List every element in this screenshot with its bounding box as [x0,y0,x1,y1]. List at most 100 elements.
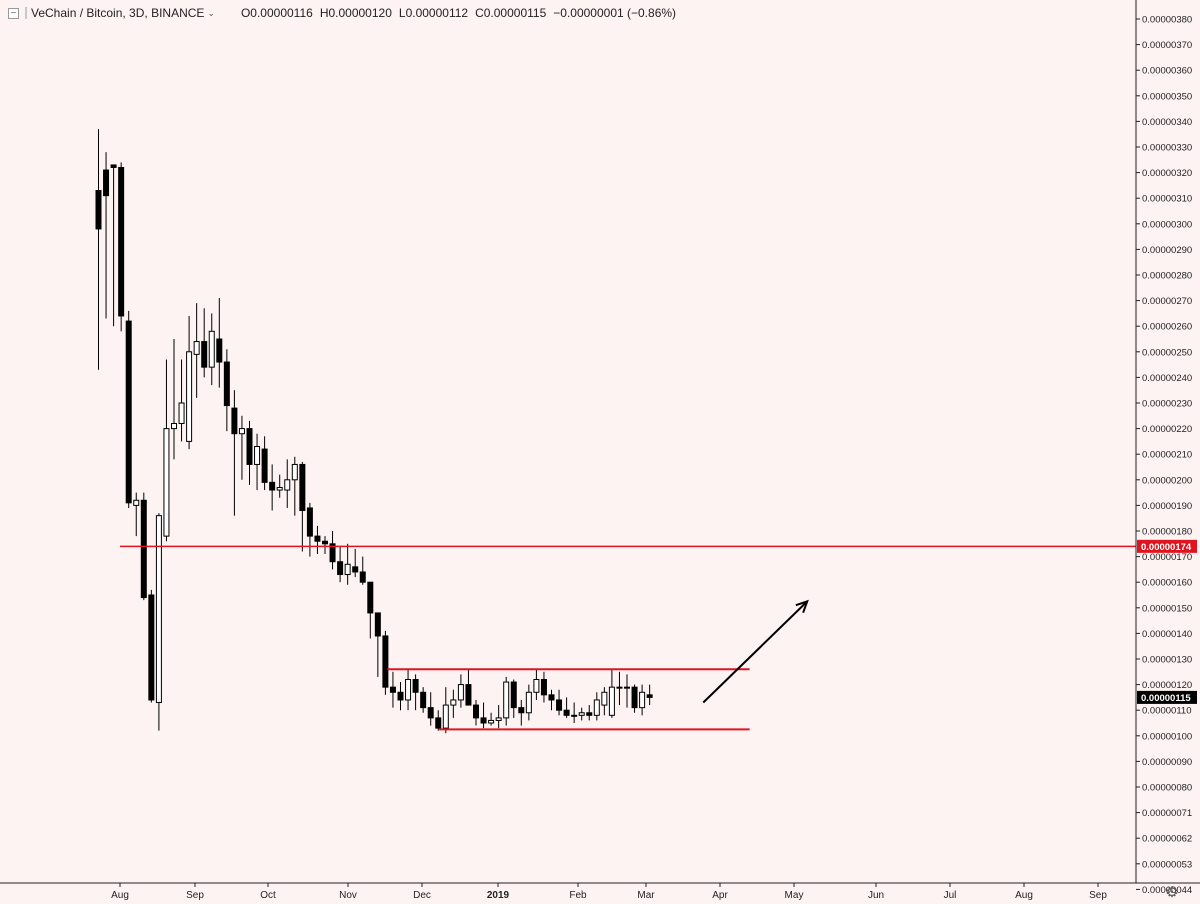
breakout-arrow[interactable] [702,599,809,704]
candle[interactable] [639,684,646,716]
candle-body-up [578,712,585,716]
candle[interactable] [291,456,298,516]
candle[interactable] [533,669,540,700]
candle[interactable] [578,707,585,721]
price-tick-label: 0.00000330 [1142,143,1192,154]
candle[interactable] [344,543,351,585]
candle[interactable] [125,310,132,508]
candle[interactable] [155,513,162,731]
candle[interactable] [571,702,578,723]
price-tag-label: 0.00000174 [1141,542,1192,553]
candle[interactable] [133,492,140,537]
candle[interactable] [322,536,328,555]
candle[interactable] [95,129,102,370]
candle[interactable] [306,502,313,557]
candle[interactable] [299,461,306,552]
candle[interactable] [420,687,427,713]
candle-body-down [510,681,517,709]
price-tick-label: 0.00000062 [1142,834,1192,845]
candle[interactable] [601,687,608,716]
candle[interactable] [329,531,336,570]
candle[interactable] [405,669,412,711]
candle[interactable] [510,679,517,718]
candle[interactable] [646,684,653,706]
candle[interactable] [382,630,389,695]
candle[interactable] [457,674,464,708]
candle[interactable] [238,415,245,480]
price-tag-label: 0.00000115 [1141,693,1191,704]
candle-body-down [110,164,117,168]
candle[interactable] [193,303,200,398]
candle[interactable] [352,548,359,578]
candle[interactable] [118,162,125,332]
candle[interactable] [503,676,510,726]
candle[interactable] [163,359,170,542]
candle[interactable] [616,671,623,706]
candle[interactable] [427,692,434,726]
candle[interactable] [201,308,208,378]
candle[interactable] [367,581,374,639]
candle[interactable] [450,689,457,718]
candle[interactable] [223,349,230,432]
price-tick-label: 0.00000160 [1142,578,1192,589]
price-tick-label: 0.00000340 [1142,117,1192,128]
candle[interactable] [389,671,396,708]
candle[interactable] [254,433,261,491]
candle[interactable] [148,589,155,703]
candle[interactable] [518,699,525,726]
candle[interactable] [397,682,404,711]
candle[interactable] [442,687,449,734]
last-price-tag: 0.00000115 [1137,690,1197,704]
candle[interactable] [269,464,276,511]
candle[interactable] [608,669,615,718]
candle[interactable] [480,702,487,729]
time-tick-label: Dec [413,890,431,901]
candle[interactable] [110,164,117,327]
gear-icon[interactable]: ⚙ [1165,884,1179,901]
candle[interactable] [374,612,381,677]
candle[interactable] [540,671,547,703]
candle[interactable] [631,684,638,713]
candle[interactable] [276,474,283,498]
high-value: H0.00000120 [319,6,392,20]
candle[interactable] [495,705,502,729]
candle[interactable] [231,390,238,516]
candle[interactable] [314,525,321,555]
candle[interactable] [624,674,630,708]
candle[interactable] [337,546,344,583]
candle[interactable] [216,298,223,388]
candle[interactable] [525,684,532,721]
chevron-down-icon[interactable]: ⌄ [207,7,215,18]
candle[interactable] [563,697,570,718]
candle[interactable] [103,152,110,319]
candle[interactable] [261,436,268,491]
candle[interactable] [488,712,495,726]
candle[interactable] [246,420,253,485]
symbol-title[interactable]: VeChain / Bitcoin, 3D, BINANCE [31,6,205,20]
candle[interactable] [548,689,555,711]
candle[interactable] [586,705,593,721]
candle-body-up [488,719,495,724]
price-axis[interactable]: 0.00000380 0.00000370 0.00000360 0.00000350… [1135,0,1197,896]
candle[interactable] [171,339,177,460]
time-axis[interactable]: Aug Sep Oct Nov Dec 2019 Feb Mar Apr May Jun Jul Aug… [0,882,1200,901]
candle[interactable] [359,556,366,585]
candle[interactable] [465,669,472,706]
time-tick-label: Sep [1089,890,1107,901]
candle-body-up [616,686,623,689]
candle[interactable] [178,359,185,442]
plot-area[interactable] [95,129,1136,734]
candle[interactable] [556,689,563,716]
candle[interactable] [412,674,419,711]
collapse-icon[interactable]: − [8,7,19,19]
candle[interactable] [186,315,193,450]
candle[interactable] [593,692,600,721]
candle-body-down [359,571,366,583]
candle-body-down [556,699,563,711]
candle[interactable] [208,313,215,386]
candle-body-down [140,499,147,599]
candle[interactable] [473,699,479,726]
candle[interactable] [284,459,291,508]
candle[interactable] [435,710,442,731]
